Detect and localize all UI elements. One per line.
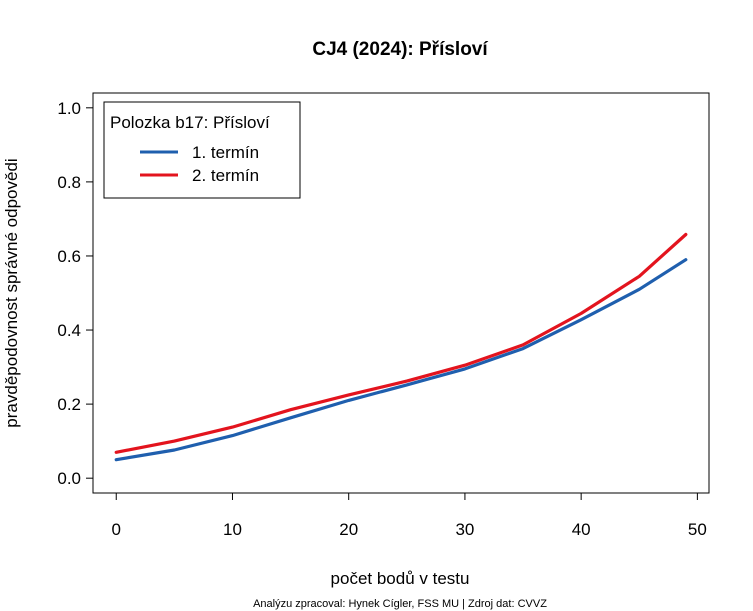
series-line-2 [114,232,688,454]
y-axis: 0.0 0.2 0.4 0.6 0.8 1.0 [57,99,94,488]
x-tick-label: 10 [223,520,242,539]
x-axis-label: počet bodů v testu [331,569,470,588]
y-tick-label: 0.8 [57,173,81,192]
legend-box [103,101,301,199]
legend: Polozka b17: Přísloví 1. termín 2. termí… [103,101,301,199]
x-tick-label: 40 [572,520,591,539]
series-layer [114,232,688,462]
x-axis: 0 10 20 30 40 50 [112,492,707,539]
y-tick-label: 0.4 [57,321,81,340]
chart-title: CJ4 (2024): Přísloví [312,39,488,60]
y-tick-label: 0.0 [57,469,81,488]
legend-label-series-2: 2. termín [192,166,259,185]
legend-label-series-1: 1. termín [192,143,259,162]
x-tick-label: 0 [112,520,121,539]
x-tick-label: 30 [455,520,474,539]
y-tick-label: 0.6 [57,247,81,266]
y-axis-label: pravděpodovnost správné odpovědi [2,158,21,427]
x-tick-label: 20 [339,520,358,539]
source-caption: Analýzu zpracoval: Hynek Cígler, FSS MU … [253,598,547,610]
x-tick-label: 50 [688,520,707,539]
legend-title: Polozka b17: Přísloví [110,113,270,132]
series-line-1 [114,258,688,462]
y-tick-label: 0.2 [57,395,81,414]
y-tick-label: 1.0 [57,99,81,118]
